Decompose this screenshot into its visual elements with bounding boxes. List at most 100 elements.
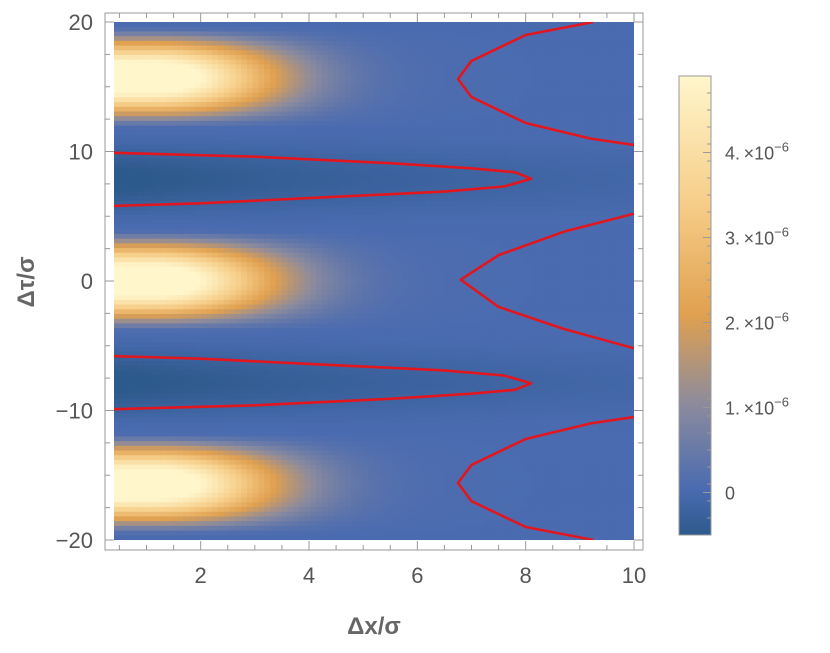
heatmap-cell [206, 120, 213, 127]
heatmap-cell [298, 92, 306, 98]
heatmap-cell [131, 365, 138, 372]
heatmap-cell [171, 285, 179, 292]
heatmap-cell [345, 323, 352, 329]
heatmap-cell [246, 450, 254, 456]
heatmap-cell [200, 530, 208, 536]
heatmap-cell [177, 276, 184, 282]
heatmap-cell [270, 167, 277, 174]
heatmap-cell [356, 365, 364, 372]
heatmap-cell [275, 351, 283, 357]
heatmap-cell [356, 521, 364, 527]
heatmap-cell [154, 455, 161, 461]
heatmap-cell [339, 182, 346, 188]
heatmap-cell [206, 328, 213, 334]
heatmap-cell [281, 233, 288, 240]
heatmap-cell [293, 304, 300, 310]
heatmap-cell [119, 365, 127, 372]
heatmap-cell [223, 516, 231, 522]
heatmap-cell [270, 403, 277, 409]
heatmap-cell [154, 295, 161, 301]
heatmap-cell [137, 26, 144, 33]
heatmap-cell [177, 313, 184, 320]
heatmap-cell [264, 384, 271, 390]
heatmap-cell [194, 535, 202, 540]
heatmap-cell [160, 45, 167, 51]
heatmap-cell [345, 516, 352, 522]
heatmap-cell [270, 243, 277, 249]
heatmap-cell [345, 412, 352, 419]
heatmap-cell [131, 332, 138, 339]
heatmap-cell [148, 351, 156, 357]
heatmap-cell [137, 31, 144, 37]
heatmap-cell [374, 215, 381, 221]
heatmap-cell [298, 516, 306, 522]
heatmap-cell [131, 379, 138, 386]
heatmap-cell [350, 106, 358, 113]
heatmap-cell [229, 516, 236, 522]
heatmap-cell [345, 535, 352, 540]
heatmap-cell [194, 525, 202, 532]
heatmap-cell [218, 389, 225, 395]
heatmap-cell [148, 516, 156, 522]
heatmap-cell [194, 464, 202, 470]
heatmap-cell [241, 31, 248, 37]
heatmap-cell [368, 379, 375, 386]
heatmap-cell [316, 328, 323, 334]
heatmap-cell [362, 163, 369, 169]
heatmap-cell [160, 299, 167, 306]
heatmap-cell [264, 365, 271, 372]
heatmap-cell [119, 403, 127, 409]
heatmap-cell [368, 238, 375, 244]
heatmap-cell [316, 135, 323, 141]
heatmap-cell [270, 436, 277, 442]
heatmap-cell [281, 177, 288, 183]
heatmap-cell [252, 271, 260, 277]
heatmap-cell [125, 172, 132, 178]
heatmap-cell [264, 281, 271, 287]
heatmap-cell [246, 375, 254, 381]
heatmap-cell [287, 483, 294, 489]
heatmap-cell [212, 459, 219, 466]
heatmap-cell [293, 210, 300, 216]
heatmap-cell [264, 200, 271, 207]
heatmap-cell [287, 186, 294, 193]
heatmap-cell [356, 182, 364, 188]
heatmap-cell [316, 186, 323, 193]
heatmap-cell [166, 436, 173, 442]
heatmap-cell [223, 167, 231, 174]
heatmap-cell [154, 516, 161, 522]
heatmap-cell [229, 426, 236, 433]
heatmap-cell [310, 502, 317, 508]
heatmap-cell [287, 337, 294, 343]
heatmap-cell [333, 257, 340, 263]
heatmap-cell [119, 130, 127, 136]
heatmap-cell [368, 431, 375, 437]
heatmap-cell [142, 54, 150, 61]
heatmap-cell [148, 87, 156, 94]
heatmap-cell [218, 215, 225, 221]
heatmap-cell [235, 78, 242, 84]
heatmap-cell [298, 78, 306, 84]
heatmap-cell [258, 426, 265, 433]
heatmap-cell [223, 196, 231, 202]
heatmap-cell [142, 238, 150, 244]
heatmap-cell [246, 205, 254, 211]
heatmap-cell [368, 163, 375, 169]
heatmap-cell [258, 111, 265, 117]
heatmap-cell [235, 54, 242, 61]
heatmap-cell [327, 346, 335, 353]
heatmap-cell [368, 299, 375, 306]
heatmap-cell [125, 370, 132, 376]
heatmap-cell [304, 50, 312, 56]
heatmap-cell [229, 412, 236, 419]
heatmap-cell [142, 172, 150, 178]
heatmap-cell [177, 229, 184, 235]
heatmap-cell [160, 304, 167, 310]
heatmap-cell [171, 102, 179, 108]
heatmap-cell [154, 262, 161, 268]
heatmap-cell [339, 431, 346, 437]
heatmap-cell [275, 40, 283, 47]
heatmap-cell [287, 299, 294, 306]
heatmap-cell [270, 478, 277, 485]
heatmap-cell [316, 474, 323, 480]
